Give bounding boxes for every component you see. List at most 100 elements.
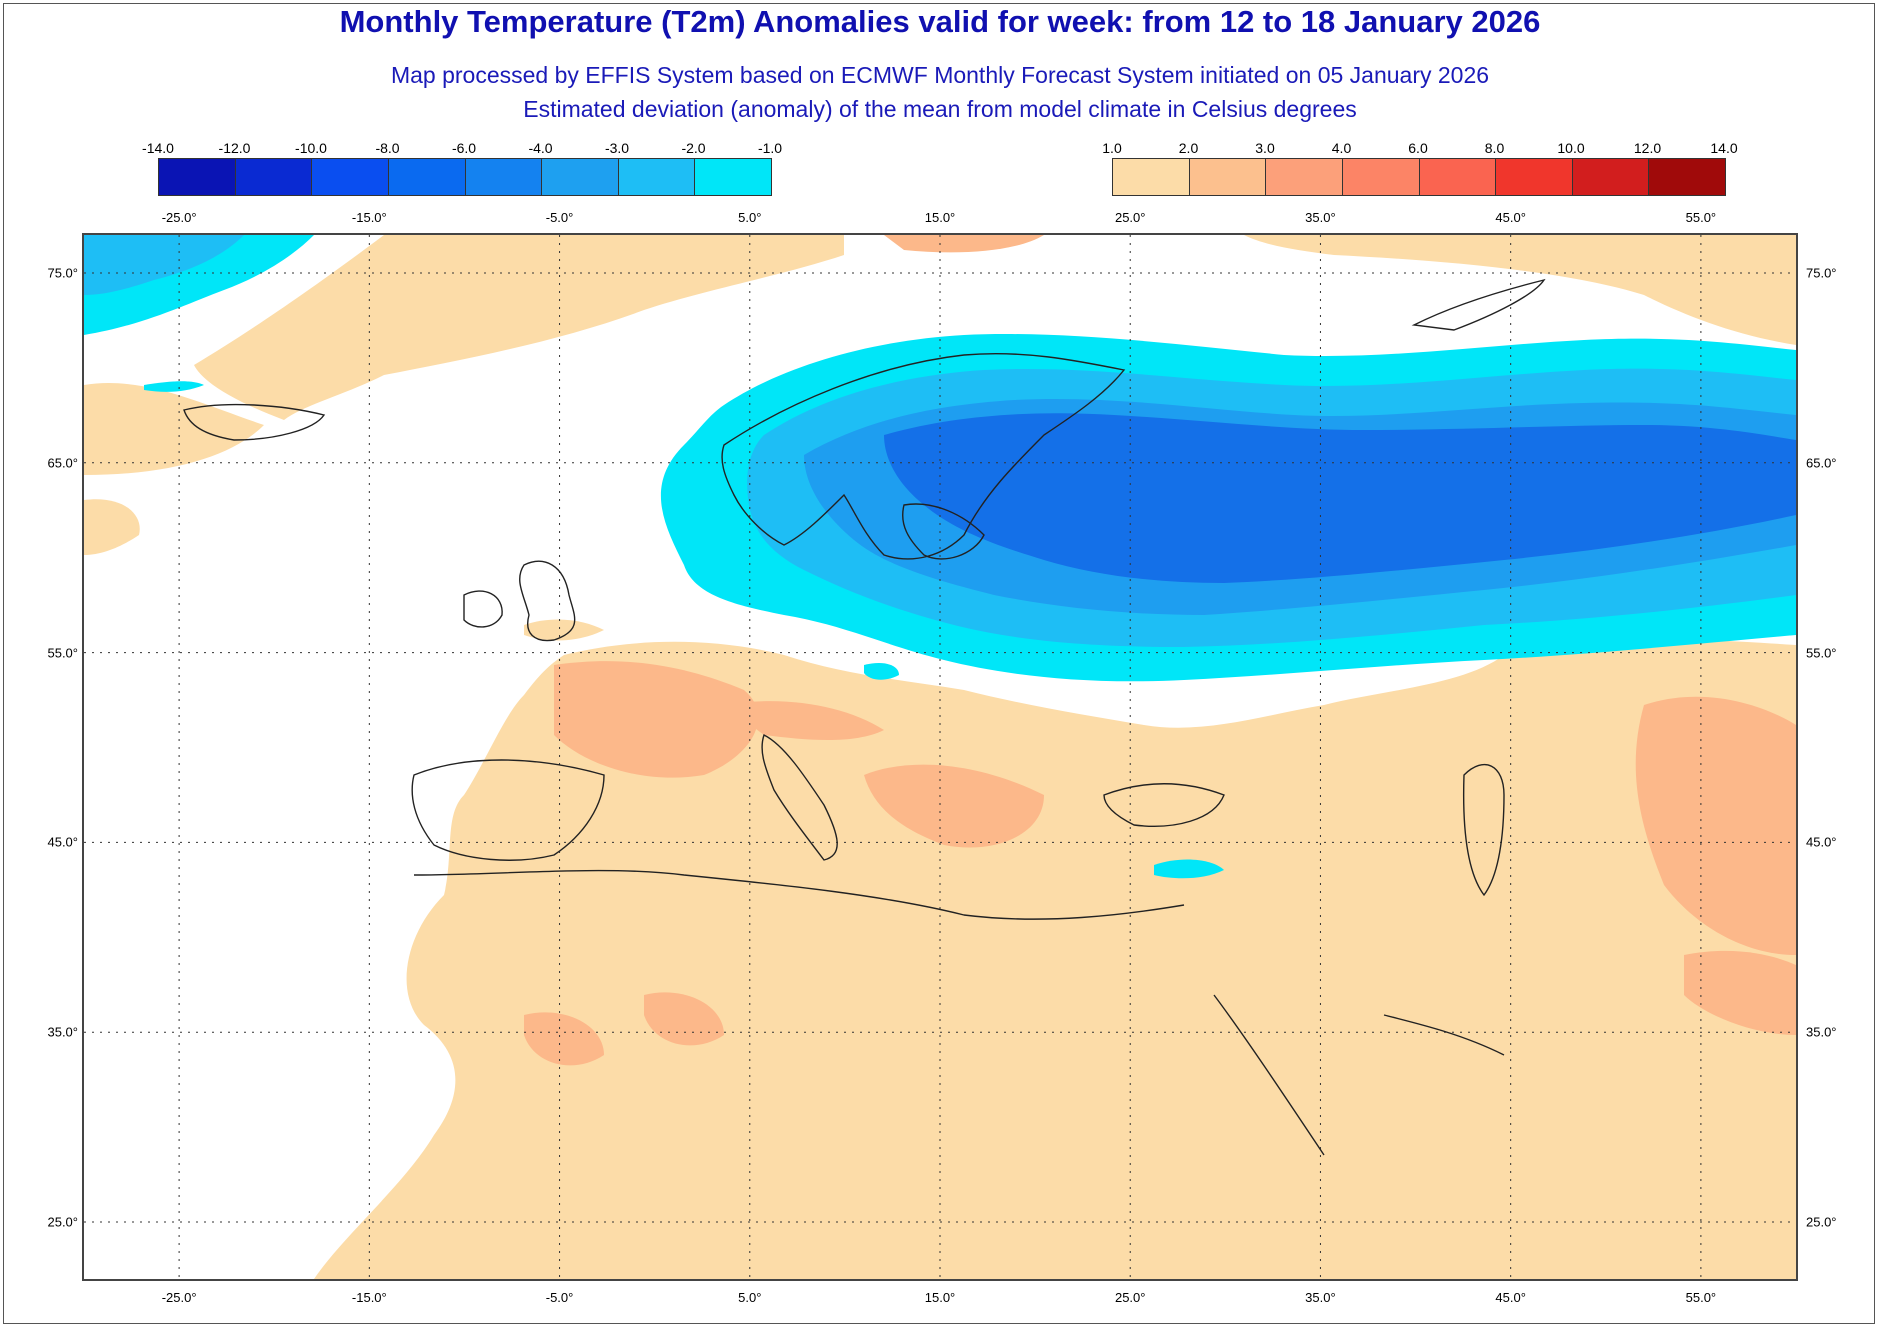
latitude-label: 25.0° bbox=[1806, 1214, 1837, 1230]
latitude-label: 25.0° bbox=[47, 1214, 78, 1230]
legend-cold-tick: -2.0 bbox=[681, 140, 706, 156]
legend-cold-box-2 bbox=[312, 159, 389, 195]
legend-cold-tick: -3.0 bbox=[604, 140, 630, 156]
warm2-area-libya bbox=[524, 1012, 604, 1066]
legend-cold-box-3 bbox=[388, 159, 466, 195]
warm2-anomaly-areas bbox=[524, 235, 1796, 1066]
coastline-black-sea bbox=[1103, 783, 1225, 827]
legend-cold-tick: -10.0 bbox=[295, 140, 327, 156]
longitude-label: 45.0° bbox=[1495, 1290, 1526, 1305]
warm2-area-caspian bbox=[1635, 696, 1796, 955]
legend-warm-tick: 8.0 bbox=[1484, 140, 1505, 156]
legend-warm-tick: 4.0 bbox=[1331, 140, 1352, 156]
longitude-label: 5.0° bbox=[738, 1290, 762, 1305]
longitude-label: 15.0° bbox=[924, 1290, 956, 1305]
warm-area-south-europe bbox=[314, 638, 1796, 1279]
legend-warm-tick: 10.0 bbox=[1557, 140, 1585, 156]
legend-warm-box-3 bbox=[1342, 159, 1420, 195]
longitude-label: 5.0° bbox=[738, 210, 762, 225]
coastline-scandinavia bbox=[721, 353, 1126, 560]
anomaly-map bbox=[82, 233, 1798, 1281]
warm-area-arctic-east bbox=[1244, 235, 1796, 345]
legend-warm-tick: 2.0 bbox=[1178, 140, 1199, 156]
legend-cold-box-4 bbox=[465, 159, 543, 195]
coastline-caspian bbox=[1462, 763, 1505, 897]
coastline-baltic bbox=[902, 503, 985, 560]
coastline-red-sea bbox=[1213, 994, 1325, 1156]
warm2-area-balkans bbox=[864, 764, 1044, 848]
legend-cold-box-1 bbox=[235, 159, 313, 195]
longitude-label: -5.0° bbox=[545, 210, 574, 225]
coastline-novaya-zemlya bbox=[1411, 278, 1546, 331]
legend-warm-tick: 1.0 bbox=[1102, 140, 1122, 156]
warm2-area-sahara bbox=[644, 992, 724, 1046]
map-subtitle-units: Estimated deviation (anomaly) of the mea… bbox=[523, 96, 1357, 122]
longitude-label: 35.0° bbox=[1305, 1290, 1336, 1305]
cold-anomaly-areas bbox=[84, 235, 1796, 879]
coastline-gulf bbox=[1383, 1014, 1505, 1056]
legend-cold-box-7 bbox=[695, 159, 771, 195]
legend-cold-box-5 bbox=[542, 159, 619, 195]
map-subtitle-source: Map processed by EFFIS System based on E… bbox=[390, 62, 1490, 88]
latitude-label: 35.0° bbox=[47, 1024, 78, 1040]
legend-cold-tick: -4.0 bbox=[528, 140, 553, 156]
longitude-label: -25.0° bbox=[161, 1290, 197, 1305]
legend-cold-tick: -6.0 bbox=[451, 140, 477, 156]
cold2-area-greenland bbox=[84, 235, 244, 295]
legend-cold-box-6 bbox=[618, 159, 696, 195]
longitude-label: 35.0° bbox=[1305, 210, 1336, 225]
figure-frame bbox=[3, 3, 1875, 1324]
longitude-label: 55.0° bbox=[1685, 1290, 1717, 1305]
warm-area-britain bbox=[524, 619, 604, 641]
latitude-label: 65.0° bbox=[47, 455, 78, 471]
legend-cold-scale bbox=[158, 158, 772, 196]
latitude-label: 35.0° bbox=[1806, 1024, 1837, 1040]
cold4-area bbox=[884, 413, 1796, 583]
longitude-label: 15.0° bbox=[924, 210, 956, 225]
warm2-area-france bbox=[554, 661, 759, 778]
legend-warm-tick: 3.0 bbox=[1255, 140, 1275, 156]
latitude-label: 75.0° bbox=[1806, 265, 1837, 281]
legend-warm-tick: 6.0 bbox=[1408, 140, 1428, 156]
legend-warm-box-4 bbox=[1419, 159, 1497, 195]
map-title: Monthly Temperature (T2m) Anomalies vali… bbox=[339, 4, 1541, 39]
legend-warm-box-7 bbox=[1649, 159, 1725, 195]
longitude-label: 55.0° bbox=[1685, 210, 1717, 225]
longitude-label: 45.0° bbox=[1495, 210, 1526, 225]
warm2-area-norway-sea bbox=[884, 235, 1044, 253]
coastline-iceland bbox=[183, 403, 326, 441]
coastline-ireland bbox=[463, 590, 503, 628]
legend-warm-box-6 bbox=[1572, 159, 1650, 195]
legend-warm-scale bbox=[1112, 158, 1726, 196]
legend-warm-box-5 bbox=[1496, 159, 1573, 195]
latitude-label: 75.0° bbox=[47, 265, 78, 281]
legend-warm-tick: 12.0 bbox=[1633, 140, 1662, 156]
legend-cold-tick: -12.0 bbox=[218, 140, 251, 156]
legend-warm-box-1 bbox=[1189, 159, 1267, 195]
legend-cold-tick: -1.0 bbox=[757, 140, 783, 156]
coastline-iberia bbox=[411, 759, 605, 861]
longitude-label: -15.0° bbox=[351, 1290, 387, 1305]
warm2-area-alps bbox=[724, 701, 884, 740]
legend-cold-box-0 bbox=[159, 159, 236, 195]
coastline-britain bbox=[519, 560, 576, 642]
longitude-label: -5.0° bbox=[545, 1290, 574, 1305]
cold1-area-pannonia bbox=[864, 663, 899, 680]
legend-warm-box-2 bbox=[1266, 159, 1343, 195]
coastlines bbox=[183, 278, 1546, 1156]
cold1-area-black-sea bbox=[1154, 859, 1224, 879]
warm-anomaly-areas bbox=[84, 235, 1796, 1279]
longitude-label: -25.0° bbox=[161, 210, 197, 225]
longitude-label: 25.0° bbox=[1114, 210, 1146, 225]
longitude-label: 25.0° bbox=[1114, 1290, 1146, 1305]
cold1-area-iceland-strip bbox=[144, 381, 204, 392]
legend-warm-tick: 14.0 bbox=[1710, 140, 1738, 156]
legend-cold-tick: -8.0 bbox=[375, 140, 400, 156]
anomaly-map-canvas bbox=[84, 235, 1796, 1279]
latitude-label: 65.0° bbox=[1806, 455, 1837, 471]
latitude-label: 45.0° bbox=[1806, 834, 1837, 850]
coastline-italy bbox=[761, 734, 838, 861]
coastline-africa-north bbox=[413, 869, 1185, 920]
legend-cold-tick: -14.0 bbox=[142, 140, 174, 156]
latitude-label: 45.0° bbox=[47, 834, 78, 850]
